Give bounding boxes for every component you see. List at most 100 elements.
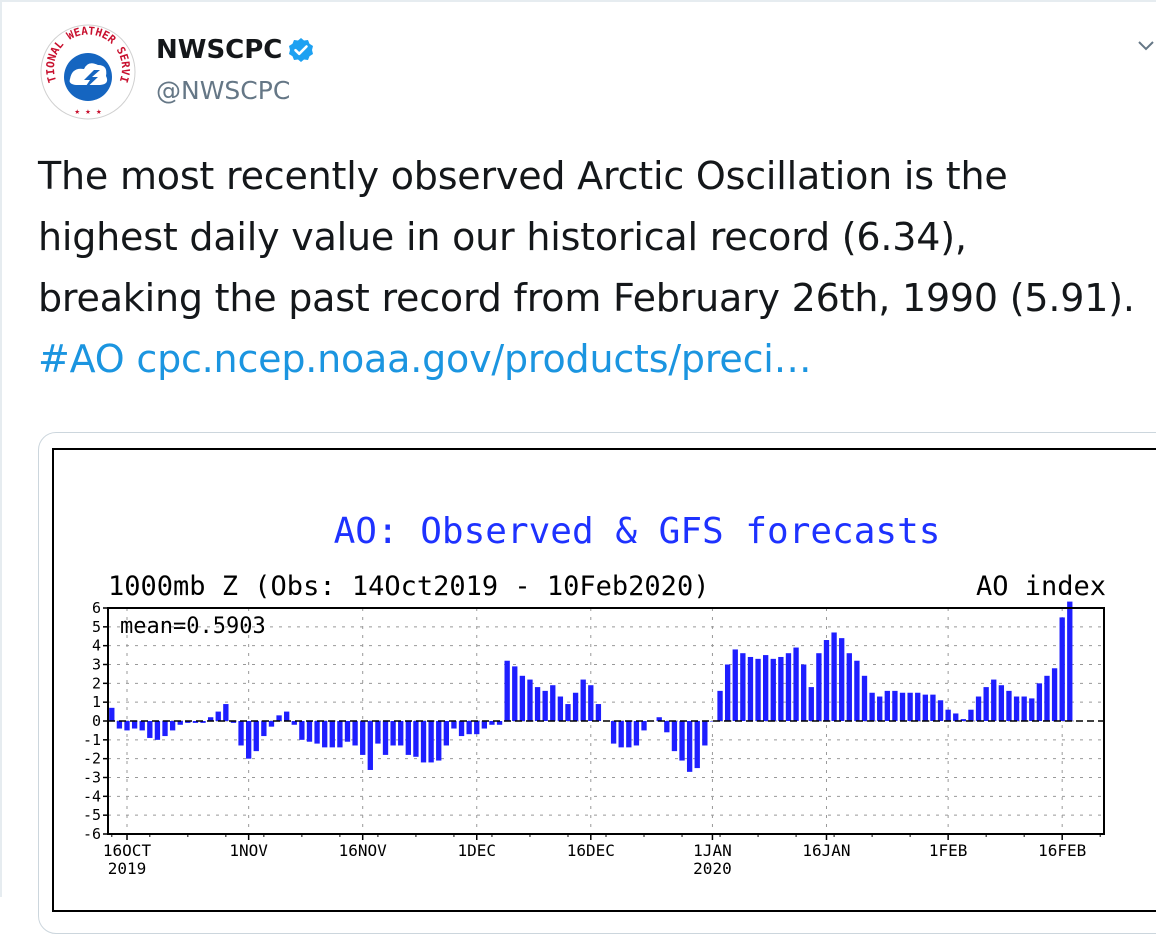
ao-bar (740, 653, 746, 721)
avatar[interactable]: NATIONAL WEATHER SERVICE ★ ★ ★ (38, 22, 138, 122)
ao-bar (147, 721, 153, 738)
x-tick-year: 2020 (693, 859, 732, 878)
tweet-text: The most recently observed Arctic Oscill… (38, 146, 1138, 390)
ao-bar (595, 704, 602, 721)
x-tick-label: 16DEC (567, 841, 615, 860)
display-name-row[interactable]: NWSCPC (156, 35, 314, 65)
ao-bar (185, 721, 191, 723)
tweet-body: The most recently observed Arctic Oscill… (38, 154, 1135, 320)
ao-bar (314, 721, 320, 744)
account-handle[interactable]: @NWSCPC (156, 76, 291, 105)
y-tick-label: -2 (83, 750, 101, 768)
ao-bar (169, 721, 176, 731)
ao-bar (512, 666, 518, 721)
ao-bar (679, 721, 685, 761)
ao-bar (413, 721, 419, 757)
y-tick-label: 4 (92, 637, 101, 655)
ao-bar (945, 709, 951, 721)
ao-bar (253, 721, 259, 752)
x-tick-label: 1FEB (929, 841, 968, 860)
ao-bar (1013, 696, 1020, 721)
ao-bar (238, 721, 244, 746)
x-tick-label: 16NOV (339, 841, 388, 860)
ao-bar (390, 721, 396, 746)
ao-bar (839, 638, 845, 721)
ao-bar (724, 664, 731, 721)
chart-subtitle: 1000mb Z (Obs: 14Oct2019 - 10Feb2020) (108, 571, 709, 602)
ao-bar (785, 653, 792, 721)
ao-bar (382, 721, 389, 755)
y-tick-label: 0 (92, 712, 101, 730)
x-tick-label: 1DEC (457, 841, 496, 860)
frame-left-border (0, 0, 2, 897)
ao-bar (831, 632, 837, 721)
ao-bar (709, 721, 716, 722)
ao-bar (284, 711, 290, 721)
ao-bar (1029, 698, 1035, 721)
ao-bar (1021, 696, 1027, 721)
frame-top-border (0, 0, 1156, 2)
ao-bar (398, 721, 404, 746)
ao-bar (656, 717, 662, 721)
ao-bar (428, 721, 434, 763)
ao-bar (1006, 690, 1012, 721)
ao-bar (580, 679, 586, 721)
ao-bar (991, 679, 997, 721)
ao-bar (436, 721, 442, 761)
ao-bar (846, 653, 852, 721)
y-tick-label: -5 (83, 806, 101, 824)
ao-bar (816, 653, 822, 721)
ao-bar (496, 721, 503, 725)
ao-bar (344, 721, 351, 742)
y-tick-label: 1 (92, 693, 101, 711)
ao-bar (337, 721, 343, 748)
ao-bar (770, 658, 776, 721)
y-tick-label: -6 (83, 825, 101, 843)
y-tick-label: 2 (92, 674, 101, 692)
ao-bar (230, 721, 237, 723)
y-tick-label: -1 (83, 731, 101, 749)
ao-bar (877, 696, 883, 721)
ao-bar (322, 721, 328, 748)
x-tick-label: 1NOV (229, 841, 268, 860)
ao-bar (375, 721, 381, 744)
x-tick-label: 16JAN (802, 841, 850, 860)
chart-image[interactable]: AO: Observed & GFS forecasts 1000mb Z (O… (52, 448, 1156, 912)
ao-bar (329, 721, 335, 748)
ao-bar (1051, 668, 1058, 721)
ao-bar (1067, 601, 1073, 721)
ao-bar (1036, 683, 1043, 721)
ao-bar (854, 660, 860, 721)
verified-badge-icon (289, 38, 314, 62)
svg-text:★ ★ ★: ★ ★ ★ (74, 107, 102, 117)
hashtag-link[interactable]: #AO (38, 337, 125, 381)
ao-bar (215, 711, 221, 721)
ao-bar (154, 721, 161, 740)
ao-bar (474, 721, 480, 735)
ao-bar (702, 721, 708, 746)
ao-bar (451, 721, 457, 729)
ao-bar (542, 690, 548, 721)
ao-chart: AO: Observed & GFS forecasts 1000mb Z (O… (83, 511, 1106, 878)
display-name[interactable]: NWSCPC (156, 35, 283, 65)
chevron-down-icon[interactable] (1136, 36, 1156, 56)
ao-bar (367, 721, 373, 770)
ao-bar (504, 660, 510, 721)
ao-bar (732, 649, 738, 721)
ao-bar (808, 687, 814, 721)
url-link[interactable]: cpc.ncep.noaa.gov/products/preci… (136, 337, 812, 381)
ao-bar (1059, 617, 1065, 721)
ao-bar (618, 721, 624, 748)
chart-right-label: AO index (976, 571, 1106, 602)
y-tick-label: 5 (92, 618, 101, 636)
ao-bar (207, 717, 214, 721)
ao-bar (671, 721, 678, 752)
ao-bar (360, 721, 366, 755)
ao-bar (937, 700, 944, 721)
ao-bar (694, 721, 700, 769)
y-tick-label: 3 (92, 656, 101, 674)
ao-bar (755, 658, 761, 721)
ao-bar (124, 721, 130, 731)
ao-bar (717, 690, 723, 721)
ao-bar (823, 640, 830, 721)
